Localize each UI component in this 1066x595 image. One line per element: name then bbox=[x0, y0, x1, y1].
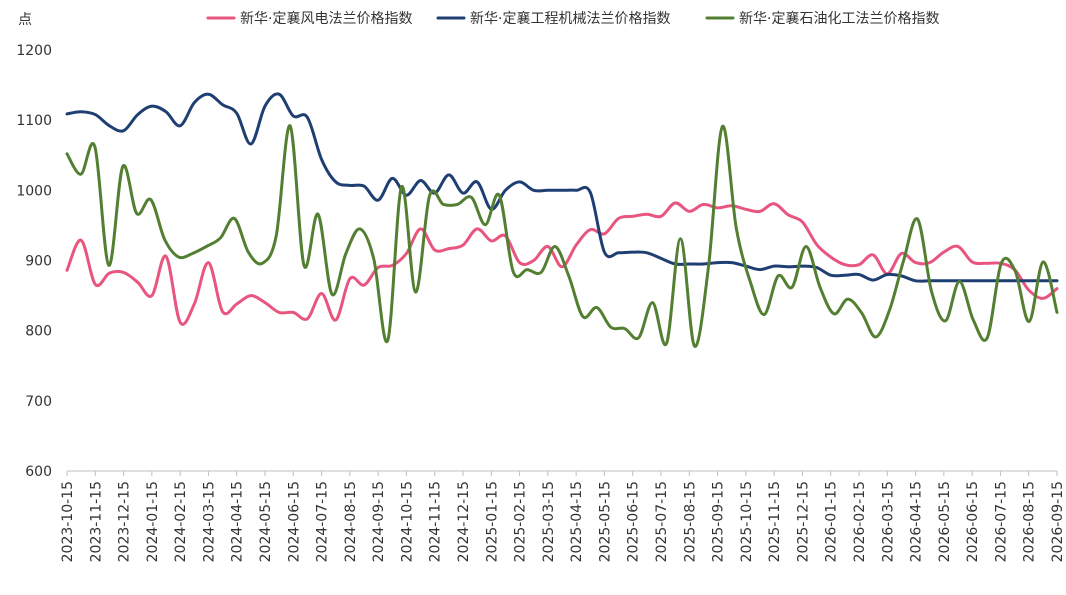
x-tick-label: 2024-10-15 bbox=[399, 481, 415, 562]
x-tick-label: 2024-08-15 bbox=[343, 481, 359, 562]
x-tick-label: 2025-04-15 bbox=[569, 481, 585, 562]
legend-item-1[interactable]: 新华·定襄风电法兰价格指数 bbox=[206, 11, 412, 27]
x-tick-label: 2025-08-15 bbox=[682, 481, 698, 562]
x-tick-label: 2026-04-15 bbox=[909, 481, 925, 562]
x-tick-label: 2025-06-15 bbox=[626, 481, 642, 562]
x-tick-label: 2024-02-15 bbox=[173, 481, 189, 562]
y-tick-label: 1000 bbox=[16, 183, 52, 199]
x-tick-label: 2024-07-15 bbox=[315, 481, 331, 562]
x-tick-label: 2024-04-15 bbox=[230, 481, 246, 562]
x-tick-label: 2025-12-15 bbox=[795, 481, 811, 562]
x-tick-label: 2024-12-15 bbox=[456, 481, 472, 562]
y-tick-label: 900 bbox=[25, 254, 52, 270]
legend-label: 新华·定襄工程机械法兰价格指数 bbox=[470, 11, 670, 27]
legend-item-3[interactable]: 新华·定襄石油化工法兰价格指数 bbox=[705, 11, 939, 27]
x-tick-label: 2024-06-15 bbox=[286, 481, 302, 562]
x-tick-label: 2025-02-15 bbox=[513, 481, 529, 562]
x-tick-label: 2026-01-15 bbox=[824, 481, 840, 562]
x-tick-label: 2024-05-15 bbox=[258, 481, 274, 562]
x-tick-label: 2025-07-15 bbox=[654, 481, 670, 562]
legend: 新华·定襄风电法兰价格指数 新华·定襄工程机械法兰价格指数 新华·定襄石油化工法兰价… bbox=[206, 11, 939, 27]
x-tick-label: 2026-09-15 bbox=[1050, 481, 1066, 562]
x-tick-label: 2025-09-15 bbox=[711, 481, 727, 562]
y-tick-label: 1100 bbox=[16, 113, 52, 129]
y-tick-label: 700 bbox=[25, 394, 52, 410]
x-tick-label: 2024-01-15 bbox=[145, 481, 161, 562]
series-line-1 bbox=[65, 201, 1059, 326]
x-tick-label: 2023-11-15 bbox=[88, 481, 104, 562]
x-tick-label: 2025-10-15 bbox=[739, 481, 755, 562]
x-tick-label: 2023-12-15 bbox=[117, 481, 133, 562]
x-tick-label: 2026-07-15 bbox=[993, 481, 1009, 562]
y-axis-ticks: 600 700 800 900 1000 1100 1200 bbox=[16, 43, 52, 480]
x-tick-label: 2026-06-15 bbox=[965, 481, 981, 562]
legend-label: 新华·定襄风电法兰价格指数 bbox=[240, 11, 412, 27]
y-tick-label: 800 bbox=[25, 324, 52, 340]
x-tick-label: 2024-11-15 bbox=[428, 481, 444, 562]
x-tick-label: 2026-08-15 bbox=[1022, 481, 1038, 562]
legend-item-2[interactable]: 新华·定襄工程机械法兰价格指数 bbox=[436, 11, 670, 27]
x-tick-label: 2024-03-15 bbox=[201, 481, 217, 562]
series-lines bbox=[65, 92, 1059, 348]
x-tick-label: 2026-03-15 bbox=[880, 481, 896, 562]
x-tick-label: 2025-03-15 bbox=[541, 481, 557, 562]
x-tick-label: 2025-05-15 bbox=[597, 481, 613, 562]
x-tick-label: 2025-11-15 bbox=[767, 481, 783, 562]
x-tick-label: 2025-01-15 bbox=[484, 481, 500, 562]
x-tick-label: 2026-05-15 bbox=[937, 481, 953, 562]
x-tick-label: 2023-10-15 bbox=[60, 481, 76, 562]
x-tick-label: 2026-02-15 bbox=[852, 481, 868, 562]
legend-label: 新华·定襄石油化工法兰价格指数 bbox=[739, 11, 939, 27]
x-tick-label: 2024-09-15 bbox=[371, 481, 387, 562]
series-line-2 bbox=[65, 92, 1059, 283]
y-axis-unit-label: 点 bbox=[18, 12, 32, 28]
y-tick-label: 600 bbox=[25, 464, 52, 480]
y-tick-label: 1200 bbox=[16, 43, 52, 59]
series-line-3 bbox=[65, 124, 1059, 348]
x-axis-ticks: 2023-10-15 2023-11-15 2023-12-15 2024-01-15… bbox=[60, 471, 1066, 562]
